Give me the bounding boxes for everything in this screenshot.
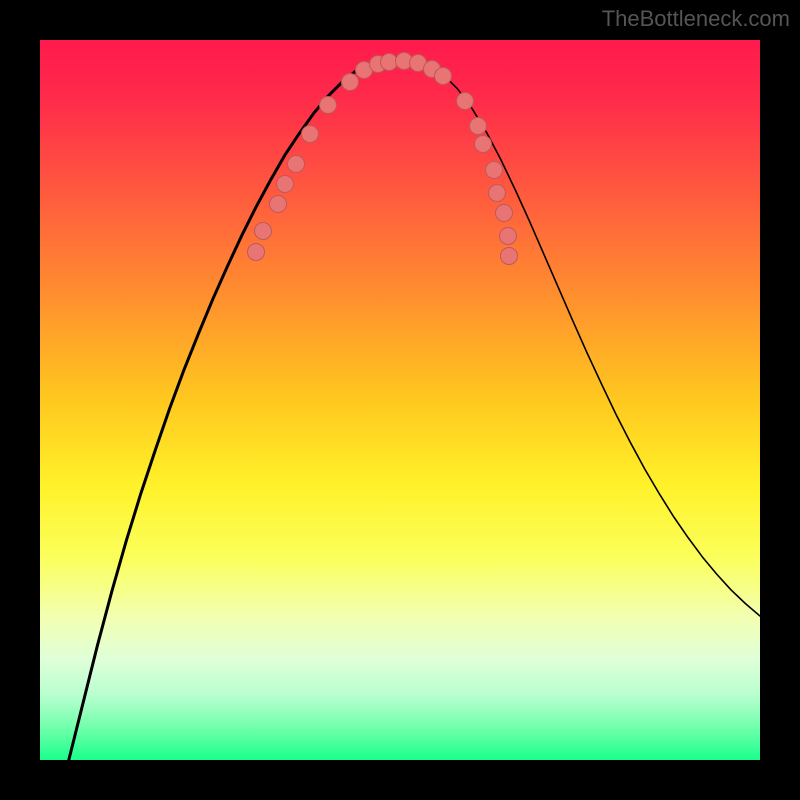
plot-area <box>40 40 760 760</box>
gradient-background <box>40 40 760 760</box>
watermark-text: TheBottleneck.com <box>602 6 790 32</box>
